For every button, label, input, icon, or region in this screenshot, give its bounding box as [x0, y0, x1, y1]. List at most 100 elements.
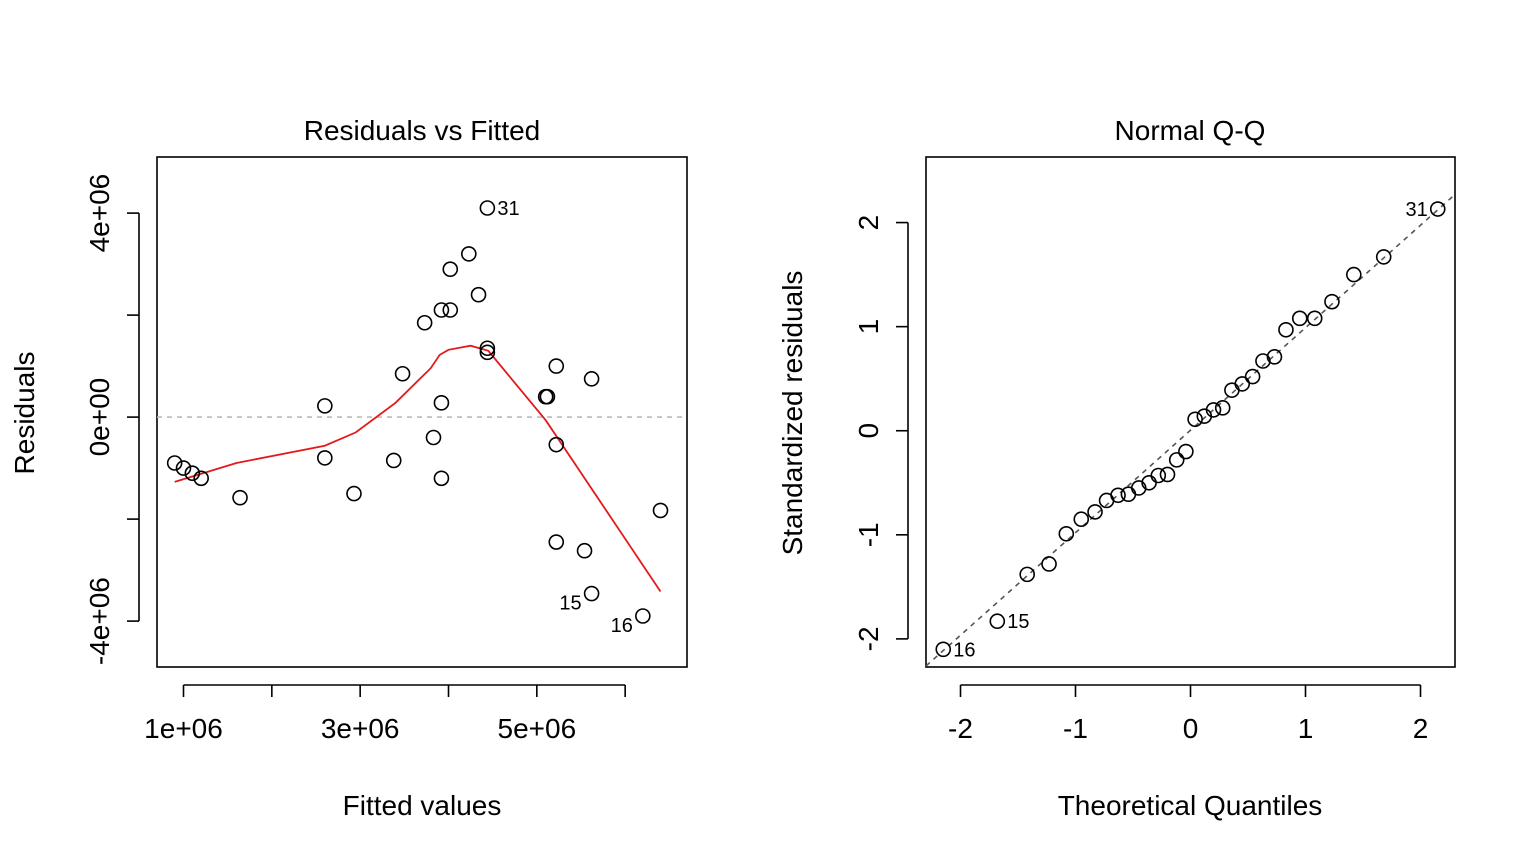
qq-point: [1205, 402, 1222, 418]
qq-point: [1019, 566, 1035, 583]
qq-y-tick-label: 0: [853, 423, 884, 439]
residuals-point: [652, 502, 669, 519]
residuals-x-tick-label: 5e+06: [498, 713, 577, 744]
normal-qq-title: Normal Q-Q: [1115, 115, 1266, 146]
qq-point: [1375, 249, 1392, 265]
residuals-point: [479, 200, 496, 216]
residuals-x-tick-label: 3e+06: [321, 713, 400, 744]
residuals-ylabel: Residuals: [9, 352, 40, 475]
qq-points: [935, 201, 1446, 658]
residuals-point: [479, 340, 496, 357]
residuals-y-tick-label: 0e+00: [84, 378, 115, 457]
qq-x-tick-label: 1: [1298, 713, 1314, 744]
standardized-residuals-ylabel: Standardized residuals: [777, 271, 808, 556]
qq-point: [1255, 353, 1271, 369]
qq-x-tick-label: -1: [1063, 713, 1088, 744]
qq-point-label: 16: [953, 639, 975, 661]
residuals-y-tick-label: -4e+06: [84, 577, 115, 665]
residuals-x-axis: 1e+06 3e+06 5e+06: [144, 684, 626, 744]
residuals-point: [433, 302, 450, 318]
qq-point: [1058, 525, 1075, 542]
qq-point: [935, 641, 952, 658]
residuals-point: [479, 344, 496, 361]
qq-point: [1130, 480, 1147, 496]
residuals-point: [317, 398, 333, 414]
qq-reference-line-segment: [925, 193, 1456, 667]
residuals-smoother-line: [174, 344, 662, 593]
qq-point: [989, 613, 1006, 630]
residuals-point: [385, 452, 402, 469]
residuals-points: [166, 200, 669, 624]
residuals-point: [539, 388, 556, 405]
residuals-point: [232, 489, 248, 506]
qq-x-tick-label: 0: [1183, 713, 1199, 744]
residuals-point: [433, 395, 450, 411]
residuals-point-label: 31: [497, 198, 519, 220]
residuals-point: [346, 485, 362, 502]
qq-point: [1214, 400, 1231, 416]
residuals-smoother-polyline: [174, 344, 662, 593]
qq-point: [1150, 467, 1167, 484]
qq-x-axis: -2 -1 0 1 2: [948, 684, 1429, 744]
residuals-point: [548, 358, 565, 374]
qq-point: [1266, 349, 1283, 365]
residuals-point-label: 15: [559, 593, 581, 615]
residuals-point-label: 16: [611, 615, 633, 637]
residuals-point: [442, 261, 459, 278]
qq-y-axis: 2 1 0 -1 -2: [853, 215, 909, 651]
qq-y-tick-label: 2: [853, 215, 884, 231]
qq-point-label: 15: [1007, 611, 1029, 633]
theoretical-quantiles-xlabel: Theoretical Quantiles: [1058, 790, 1323, 821]
residuals-point: [433, 470, 450, 487]
residuals-point: [317, 450, 333, 466]
qq-point: [1306, 310, 1323, 327]
qq-point: [1178, 443, 1194, 460]
qq-point: [1041, 556, 1057, 572]
qq-y-tick-label: -2: [853, 626, 884, 651]
qq-point-label: 31: [1406, 199, 1428, 221]
residuals-y-tick-label: 4e+06: [84, 174, 115, 253]
residuals-point: [193, 470, 209, 487]
normal-qq-panel: Normal Q-Q Theoretical Quantiles Standar…: [777, 115, 1456, 821]
qq-x-tick-label: -2: [948, 713, 973, 744]
residuals-point: [394, 365, 411, 382]
residuals-point: [416, 314, 433, 331]
qq-point: [1278, 321, 1294, 338]
residuals-point: [166, 455, 183, 471]
normal-qq-plot-frame: [925, 156, 1456, 668]
qq-point: [1429, 201, 1446, 217]
residuals-vs-fitted-title: Residuals vs Fitted: [304, 115, 541, 146]
qq-point: [1346, 266, 1362, 283]
qq-point: [1087, 504, 1103, 520]
qq-point: [1187, 411, 1203, 428]
residuals-point: [635, 608, 651, 624]
qq-point: [1110, 487, 1126, 504]
residuals-y-axis: 4e+06 0e+00 -4e+06: [84, 174, 140, 665]
residuals-point: [461, 246, 477, 262]
residuals-point: [583, 585, 600, 602]
qq-point: [1159, 466, 1176, 483]
qq-point: [1073, 511, 1090, 528]
residuals-point: [442, 302, 459, 318]
residuals-point: [583, 371, 600, 387]
qq-point: [1324, 293, 1340, 310]
residuals-point-labels: 31 15 16: [497, 198, 632, 637]
qq-point-labels: 16 15 31: [953, 199, 1428, 661]
qq-x-tick-label: 2: [1413, 713, 1429, 744]
residuals-point: [470, 286, 487, 303]
fitted-values-xlabel: Fitted values: [343, 790, 502, 821]
qq-point: [1234, 376, 1251, 392]
qq-reference-line: [925, 193, 1456, 667]
residuals-point: [425, 429, 442, 446]
residuals-point: [184, 465, 201, 482]
qq-y-tick-label: 1: [853, 319, 884, 335]
residuals-x-tick-label: 1e+06: [144, 713, 223, 744]
residuals-point: [576, 542, 593, 559]
qq-point: [1244, 368, 1261, 385]
residuals-vs-fitted-panel: Residuals vs Fitted Fitted values Residu…: [9, 115, 688, 821]
residuals-vs-fitted-plot-frame: [156, 156, 688, 668]
residuals-point: [548, 436, 565, 453]
qq-y-tick-label: -1: [853, 522, 884, 547]
